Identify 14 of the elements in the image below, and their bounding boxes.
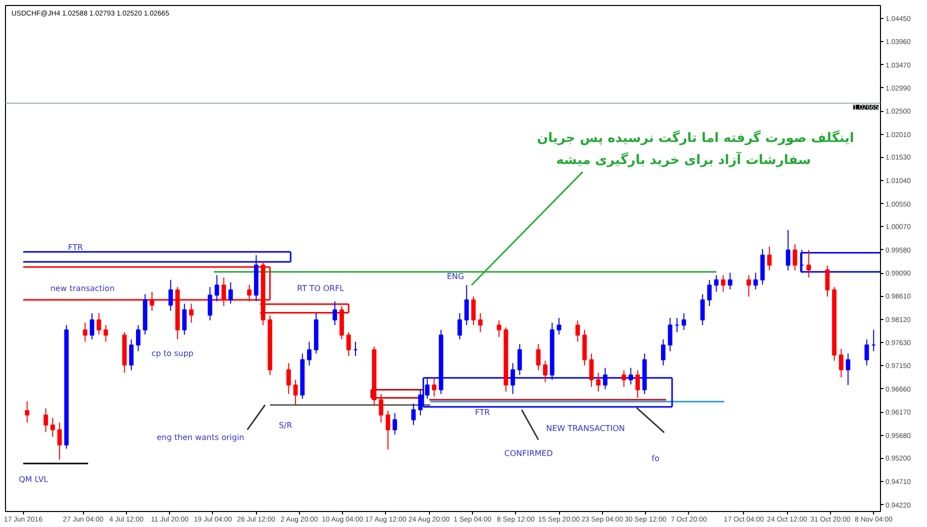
annotation: eng then wants origin [156,433,244,442]
annotation: fo [652,454,660,463]
annotation: NEW TRANSACTION [546,424,625,433]
annotation: cp to supp [152,349,194,358]
annotation: RT TO ORFL [296,284,345,293]
annotation: ENG [446,272,464,281]
annotation: QM LVL [18,475,49,484]
annotation: اینگلف صورت گرفته اما تارگت نرسیده پس جریان [536,130,854,146]
annotation: new transaction [50,284,115,293]
annotation: CONFIRMED [504,449,553,458]
annotation: FTR [475,408,490,417]
annotation: سفارشات آزاد برای خرید بارگیری میشه [556,151,811,168]
annotation: FTR [68,243,84,252]
annotation: S/R [278,421,293,430]
